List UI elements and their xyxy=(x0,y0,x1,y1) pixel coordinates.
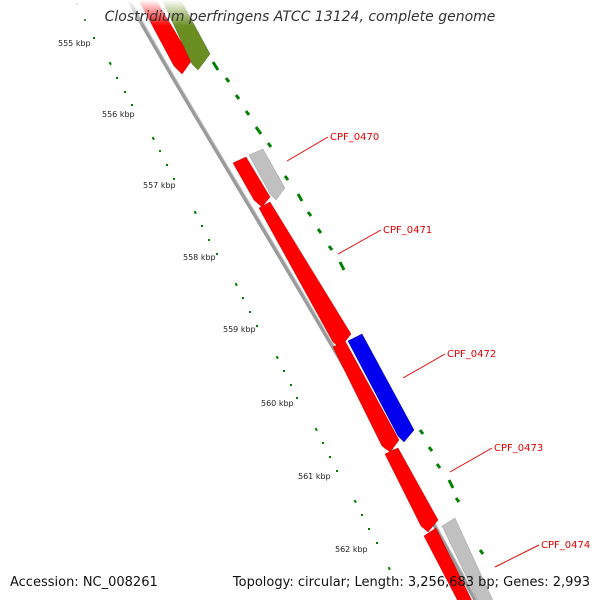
gene-features[interactable] xyxy=(136,0,495,600)
gene-label[interactable]: CPF_0471 xyxy=(383,225,432,236)
genome-stats-label: Topology: circular; Length: 3,256,683 bp… xyxy=(232,575,590,590)
gene-arrow-cpf-0473[interactable] xyxy=(384,447,439,533)
kbp-label: 559 kbp xyxy=(223,325,256,334)
map-title: Clostridium perfringens ATCC 13124, comp… xyxy=(104,9,496,25)
kbp-label: 556 kbp xyxy=(102,110,135,119)
kbp-label: 555 kbp xyxy=(58,39,91,48)
gene-label[interactable]: CPF_0472 xyxy=(447,349,496,360)
kbp-label: 560 kbp xyxy=(261,399,294,408)
kbp-label: 561 kbp xyxy=(298,472,331,481)
gene-labels: CPF_0470 CPF_0471 CPF_0472 CPF_0473 CPF_… xyxy=(330,132,590,551)
ruler-labels: 555 kbp 556 kbp 557 kbp 558 kbp 559 kbp … xyxy=(58,39,368,554)
gene-label-leaders xyxy=(286,136,540,568)
gene-arrow-cpf-0471[interactable] xyxy=(258,201,352,349)
gene-arrow-cpf-0470-pseudo[interactable] xyxy=(248,148,286,201)
title-fade xyxy=(0,0,600,26)
gene-arrow-cpf-0474[interactable] xyxy=(423,527,474,600)
ruler-dots xyxy=(75,2,391,571)
gene-arrow-cpf-0474-pseudo[interactable] xyxy=(441,517,495,600)
kbp-label: 558 kbp xyxy=(183,253,216,262)
gene-arrow-cpf-0470[interactable] xyxy=(232,156,271,208)
gene-arrow-cpf-0472[interactable] xyxy=(332,340,400,453)
gene-label[interactable]: CPF_0473 xyxy=(494,443,543,454)
outer-ruler-ticks xyxy=(151,0,485,555)
gene-label[interactable]: CPF_0474 xyxy=(541,540,590,551)
kbp-label: 557 kbp xyxy=(143,181,176,190)
gene-label[interactable]: CPF_0470 xyxy=(330,132,379,143)
kbp-label: 562 kbp xyxy=(335,545,368,554)
accession-label: Accession: NC_008261 xyxy=(10,575,158,590)
gene-arrow-cpf-0472-rna[interactable] xyxy=(347,333,415,443)
